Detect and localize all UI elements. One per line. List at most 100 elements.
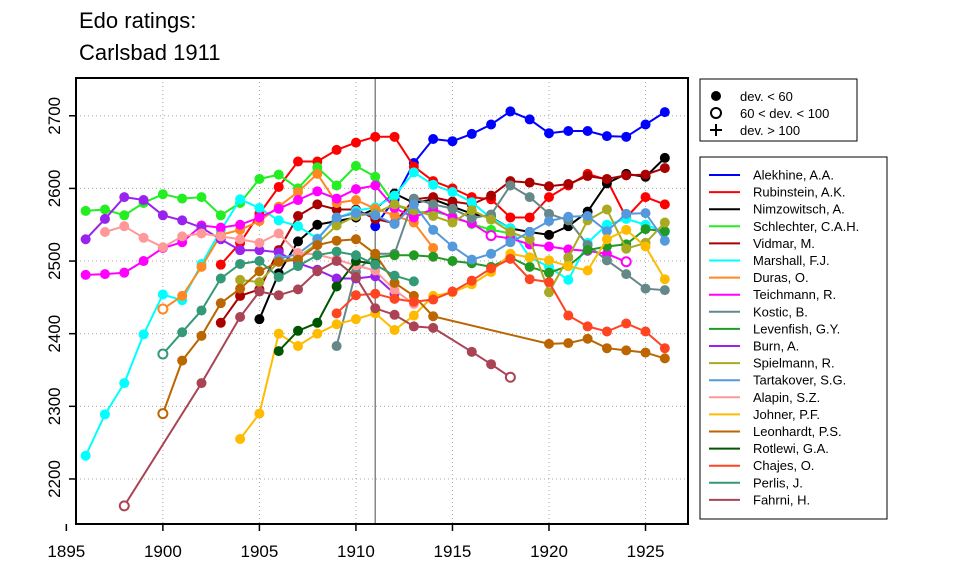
- data-point: [312, 186, 323, 197]
- data-point: [254, 245, 265, 256]
- data-point: [621, 170, 632, 181]
- data-point: [621, 318, 632, 329]
- data-point: [447, 217, 458, 228]
- data-point: [466, 346, 477, 357]
- legend-label: Perlis, J.: [753, 475, 803, 490]
- data-point: [601, 226, 612, 237]
- data-point: [543, 338, 554, 349]
- series-chajes-o: [331, 253, 670, 354]
- data-point: [196, 305, 207, 316]
- data-point: [370, 259, 381, 270]
- data-point: [408, 276, 419, 287]
- data-point: [428, 199, 439, 210]
- data-point: [350, 184, 361, 195]
- data-point: [196, 261, 207, 272]
- series-line: [375, 228, 665, 274]
- marker-legend-label-2: 60 < dev. < 100: [740, 106, 829, 121]
- data-point: [157, 189, 168, 200]
- data-point: [485, 230, 497, 242]
- data-point: [157, 289, 168, 300]
- data-point: [331, 193, 342, 204]
- data-point: [428, 294, 439, 305]
- data-point: [312, 219, 323, 230]
- data-point: [293, 195, 304, 206]
- data-point: [389, 219, 400, 230]
- legend-label: Rotlewi, G.A.: [753, 441, 829, 456]
- data-point: [505, 226, 516, 237]
- data-point: [99, 213, 110, 224]
- data-point: [505, 106, 516, 117]
- data-point: [659, 353, 670, 364]
- data-point: [601, 343, 612, 354]
- series-line: [123, 259, 511, 507]
- data-point: [331, 235, 342, 246]
- data-point: [235, 234, 246, 245]
- data-point: [621, 345, 632, 356]
- data-point: [312, 250, 323, 261]
- data-point: [621, 243, 632, 254]
- y-tick-label: 2500: [45, 242, 64, 280]
- data-point: [273, 290, 284, 301]
- data-point: [659, 217, 670, 228]
- data-point: [582, 333, 593, 344]
- data-point: [582, 211, 593, 222]
- x-tick-label: 1915: [434, 542, 472, 561]
- data-point: [99, 409, 110, 420]
- data-point: [331, 308, 342, 319]
- legend-item-perlis-j: Perlis, J.: [709, 475, 803, 490]
- data-point: [389, 277, 400, 288]
- series-perlis-j: [157, 246, 419, 360]
- data-point: [621, 131, 632, 142]
- legend-item-chajes-o: Chajes, O.: [709, 458, 814, 473]
- data-point: [177, 231, 188, 242]
- data-point: [389, 293, 400, 304]
- data-point: [331, 180, 342, 191]
- series-legend: Alekhine, A.A. Rubinstein, A.K. Nimzowitsc…: [699, 156, 888, 520]
- data-point: [640, 192, 651, 203]
- data-point: [350, 290, 361, 301]
- data-point: [486, 248, 497, 259]
- data-point: [80, 450, 91, 461]
- marker-legend-label-1: dev. < 60: [740, 89, 793, 104]
- data-point: [563, 261, 574, 272]
- data-point: [428, 311, 439, 322]
- x-tick-label: 1925: [627, 542, 665, 561]
- data-point: [389, 270, 400, 281]
- data-point: [659, 163, 670, 174]
- data-point: [293, 221, 304, 232]
- plus-icon: [710, 124, 722, 136]
- data-point: [370, 288, 381, 299]
- series-legend-box: [699, 156, 888, 520]
- data-point: [640, 208, 651, 219]
- data-point: [389, 309, 400, 320]
- data-point: [447, 136, 458, 147]
- data-point: [582, 245, 593, 256]
- data-point: [370, 180, 381, 191]
- data-point: [312, 199, 323, 210]
- data-point: [254, 237, 265, 248]
- data-point: [157, 348, 169, 360]
- x-tick-label: 1900: [144, 542, 182, 561]
- data-point: [543, 287, 554, 298]
- legend-label: Tartakover, S.G.: [753, 373, 846, 388]
- data-point: [428, 211, 439, 222]
- legend-label: Vidmar, M.: [753, 236, 815, 251]
- data-point: [563, 274, 574, 285]
- data-point: [196, 192, 207, 203]
- data-point: [350, 160, 361, 171]
- data-point: [428, 224, 439, 235]
- data-point: [215, 210, 226, 221]
- data-point: [659, 343, 670, 354]
- data-point: [389, 131, 400, 142]
- y-axis: 2200 2300 2400 2500 2600 2700: [45, 97, 76, 498]
- data-point: [331, 212, 342, 223]
- data-point: [389, 250, 400, 261]
- data-point: [408, 212, 419, 223]
- data-point: [428, 242, 439, 253]
- legend-item-spielmann-r: Spielmann, R.: [709, 356, 835, 371]
- data-point: [235, 434, 246, 445]
- data-point: [293, 284, 304, 295]
- data-point: [389, 199, 400, 210]
- data-point: [524, 212, 535, 223]
- data-point: [582, 265, 593, 276]
